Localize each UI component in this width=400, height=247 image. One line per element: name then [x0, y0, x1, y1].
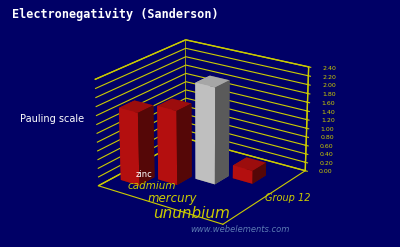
Text: mercury: mercury: [147, 192, 197, 205]
Text: cadmium: cadmium: [128, 182, 176, 191]
Text: Pauling scale: Pauling scale: [20, 114, 84, 124]
Text: Electronegativity (Sanderson): Electronegativity (Sanderson): [12, 7, 219, 21]
Text: Group 12: Group 12: [265, 193, 311, 203]
Text: zinc: zinc: [136, 170, 152, 179]
Text: www.webelements.com: www.webelements.com: [190, 225, 290, 234]
Text: ununbium: ununbium: [154, 206, 230, 221]
